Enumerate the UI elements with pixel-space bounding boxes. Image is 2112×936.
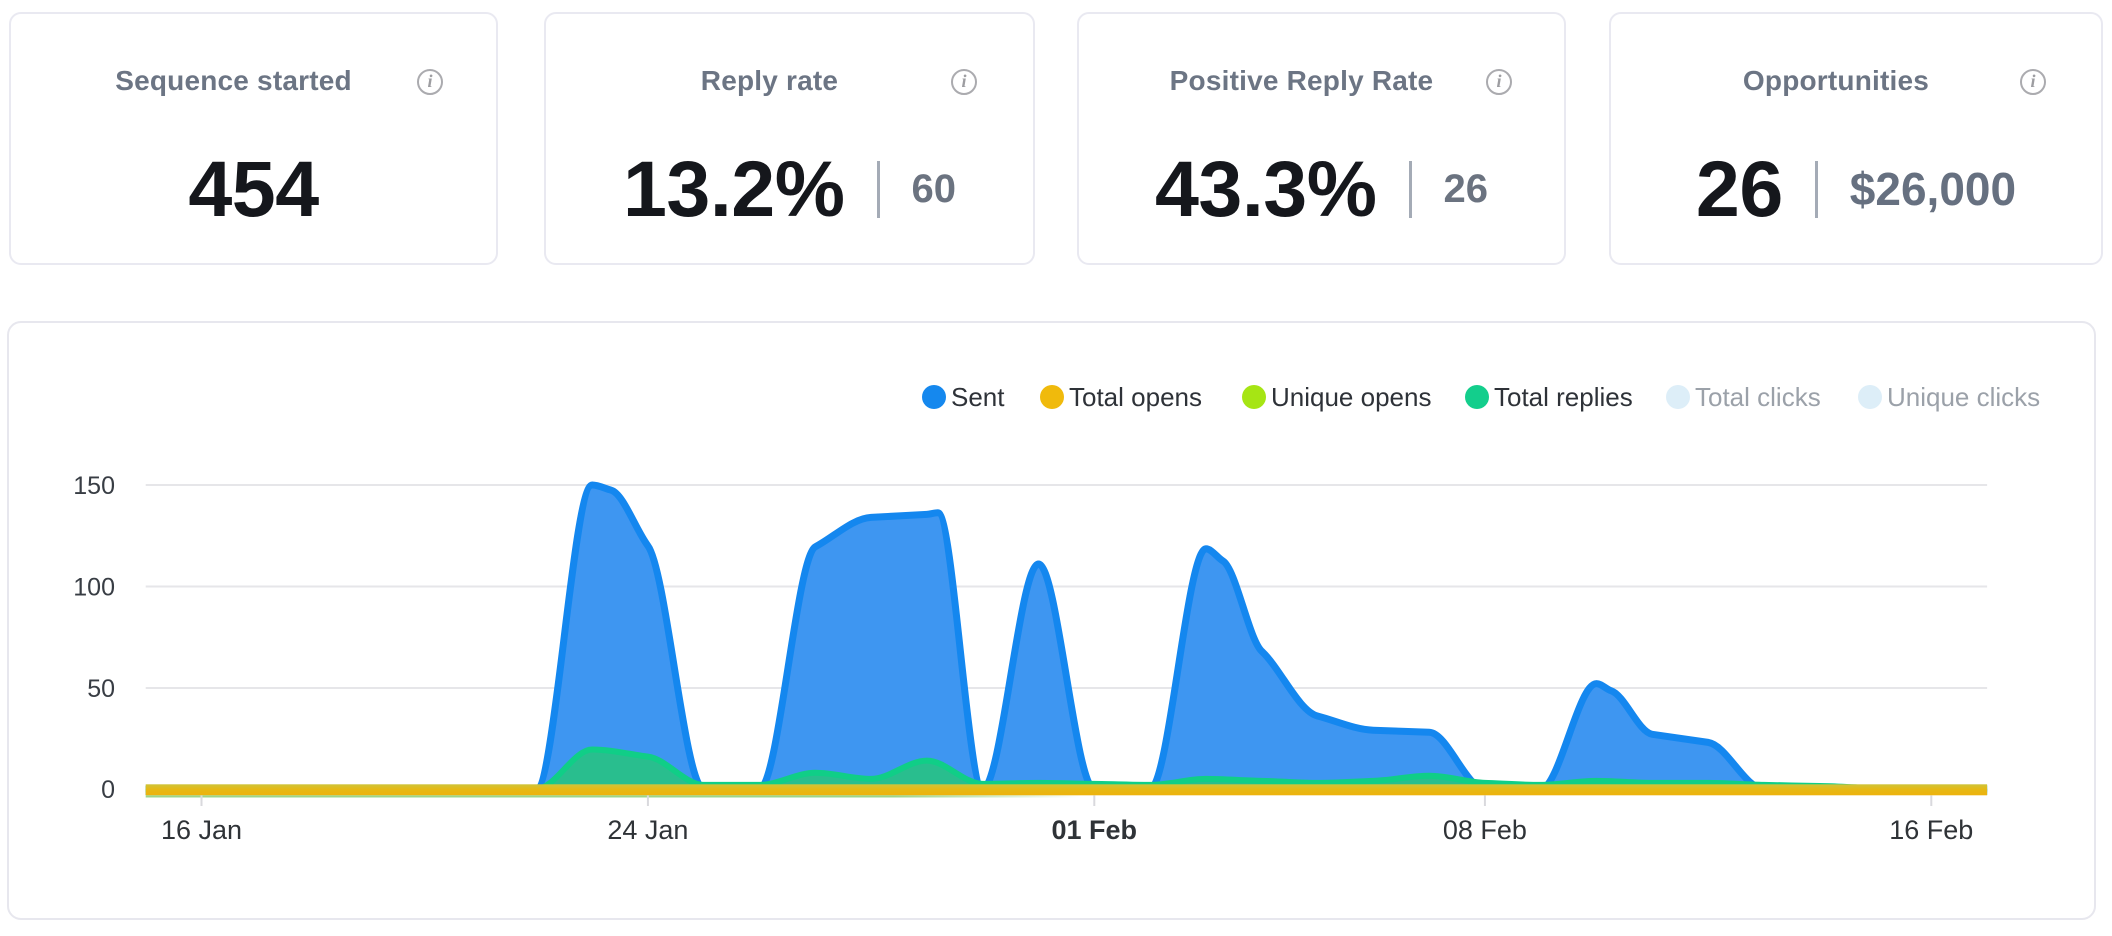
svg-text:50: 50 [87,675,115,703]
svg-text:24 Jan: 24 Jan [607,815,688,845]
svg-text:08 Feb: 08 Feb [1443,815,1527,845]
svg-text:150: 150 [73,472,115,500]
svg-text:100: 100 [73,574,115,602]
svg-text:01 Feb: 01 Feb [1052,815,1138,845]
svg-text:16 Feb: 16 Feb [1889,815,1973,845]
svg-text:0: 0 [101,776,115,804]
svg-text:16 Jan: 16 Jan [161,815,242,845]
